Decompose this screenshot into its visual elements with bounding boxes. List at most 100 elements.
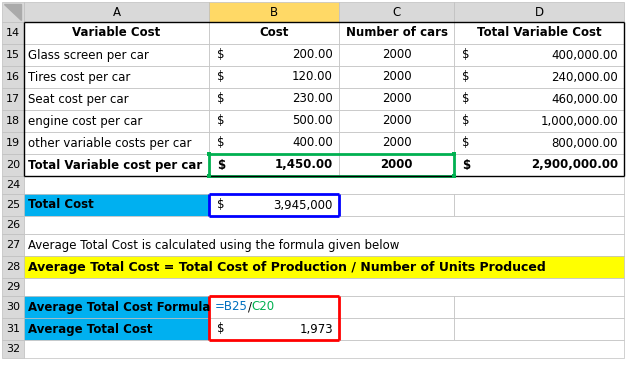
Bar (209, 318, 339, 340)
Text: 20: 20 (6, 160, 20, 170)
Bar (24, 296, 209, 318)
Text: 17: 17 (6, 94, 20, 104)
Bar (339, 154, 454, 176)
Text: 32: 32 (6, 344, 20, 354)
Text: 230.00: 230.00 (292, 93, 333, 106)
Text: 27: 27 (6, 240, 20, 250)
Text: 400,000.00: 400,000.00 (552, 48, 618, 61)
Text: Number of cars: Number of cars (345, 27, 448, 39)
Text: 26: 26 (6, 220, 20, 230)
Bar (2, 296, 24, 318)
Bar (24, 216, 624, 234)
Bar (24, 44, 209, 66)
Text: Average Total Cost is calculated using the formula given below: Average Total Cost is calculated using t… (28, 239, 399, 251)
Text: 29: 29 (6, 282, 20, 292)
Bar (2, 216, 24, 234)
Text: Seat cost per car: Seat cost per car (28, 93, 129, 106)
Text: 31: 31 (6, 324, 20, 334)
Text: 2000: 2000 (382, 115, 412, 127)
Bar (339, 296, 454, 318)
Bar (209, 296, 339, 318)
Bar (454, 88, 624, 110)
Bar (454, 318, 624, 340)
Bar (24, 256, 624, 278)
Text: Average Total Cost Formula: Average Total Cost Formula (28, 301, 210, 314)
Text: Total Variable cost per car: Total Variable cost per car (28, 158, 203, 172)
Bar (2, 234, 24, 256)
Text: 16: 16 (6, 72, 20, 82)
Bar (339, 194, 454, 216)
Text: 14: 14 (6, 28, 20, 38)
Text: $: $ (462, 93, 469, 106)
Text: D: D (534, 5, 543, 18)
Text: $: $ (217, 70, 224, 84)
Text: 460,000.00: 460,000.00 (551, 93, 618, 106)
Bar (454, 110, 624, 132)
Text: $: $ (217, 158, 225, 172)
Text: 3,945,000: 3,945,000 (274, 199, 333, 212)
Bar (454, 22, 624, 44)
Bar (209, 154, 339, 176)
Bar (2, 318, 24, 340)
Bar (209, 194, 339, 216)
Bar (2, 194, 24, 216)
Text: A: A (113, 5, 120, 18)
Bar (339, 132, 454, 154)
Text: 18: 18 (6, 116, 20, 126)
Bar (209, 132, 339, 154)
Text: 1,973: 1,973 (299, 323, 333, 335)
Bar (454, 132, 624, 154)
Bar (339, 2, 454, 22)
Bar (2, 176, 24, 194)
Bar (2, 110, 24, 132)
Text: =B25: =B25 (215, 301, 248, 314)
Bar (24, 318, 209, 340)
Bar (24, 340, 624, 358)
Bar (454, 44, 624, 66)
Bar (339, 88, 454, 110)
Bar (209, 44, 339, 66)
Text: 28: 28 (6, 262, 20, 272)
Text: 2000: 2000 (382, 93, 412, 106)
Bar (209, 22, 339, 44)
Bar (24, 176, 624, 194)
Text: $: $ (217, 115, 224, 127)
Bar (24, 66, 209, 88)
Bar (209, 88, 339, 110)
Text: engine cost per car: engine cost per car (28, 115, 143, 127)
Text: $: $ (217, 323, 224, 335)
Text: 15: 15 (6, 50, 20, 60)
Bar (339, 318, 454, 340)
Bar (454, 154, 624, 176)
Bar (452, 152, 456, 156)
Text: 400.00: 400.00 (292, 136, 333, 149)
Text: 1,000,000.00: 1,000,000.00 (540, 115, 618, 127)
Text: 2000: 2000 (382, 70, 412, 84)
Bar (2, 340, 24, 358)
Bar (24, 194, 209, 216)
Text: C20: C20 (252, 301, 275, 314)
Bar (209, 110, 339, 132)
Bar (24, 88, 209, 110)
Bar (207, 152, 211, 156)
Bar (339, 44, 454, 66)
Bar (207, 174, 211, 178)
Polygon shape (4, 4, 21, 20)
Text: 2000: 2000 (382, 48, 412, 61)
Text: 500.00: 500.00 (292, 115, 333, 127)
Bar (24, 22, 209, 44)
Text: 1,450.00: 1,450.00 (275, 158, 333, 172)
Bar (339, 66, 454, 88)
Bar (24, 2, 209, 22)
Bar (454, 194, 624, 216)
Text: Average Total Cost = Total Cost of Production / Number of Units Produced: Average Total Cost = Total Cost of Produ… (28, 260, 546, 273)
Text: Total Cost: Total Cost (28, 199, 94, 212)
Text: $: $ (462, 158, 470, 172)
Bar (2, 278, 24, 296)
Bar (209, 66, 339, 88)
Bar (2, 44, 24, 66)
Bar (2, 256, 24, 278)
Text: 2,900,000.00: 2,900,000.00 (531, 158, 618, 172)
Text: $: $ (462, 48, 469, 61)
Text: $: $ (217, 48, 224, 61)
